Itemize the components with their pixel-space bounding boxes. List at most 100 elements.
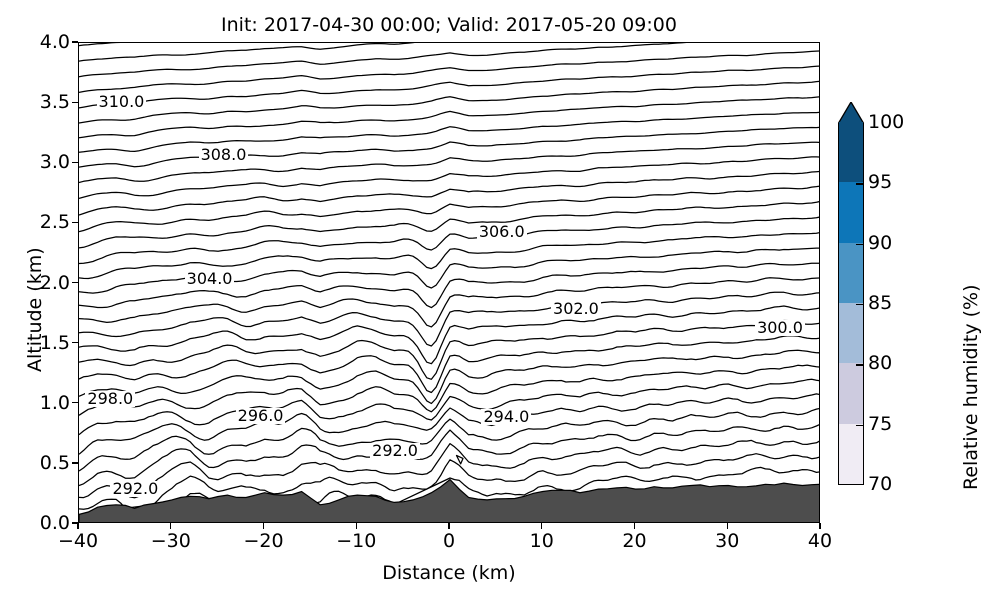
contour-label: 306.0 (476, 221, 527, 241)
colorbar-band (839, 303, 863, 364)
contour-label: 302.0 (551, 298, 601, 318)
colorbar-tick-mark (856, 243, 864, 245)
x-tick-mark (170, 523, 172, 529)
x-tick-label: −40 (57, 530, 99, 552)
x-tick-mark (819, 523, 821, 529)
contour-line (79, 424, 819, 487)
contour-line (79, 378, 819, 436)
contour-label: 292.0 (370, 440, 420, 460)
x-tick-mark (262, 523, 265, 529)
x-tick-mark (77, 523, 79, 529)
y-tick-mark (72, 221, 78, 224)
contour-line (79, 156, 819, 200)
contour-line (79, 305, 819, 365)
x-tick-label: 30 (715, 530, 740, 552)
y-tick-mark (72, 281, 78, 284)
contour-label: 292.0 (110, 479, 161, 499)
y-tick-mark (72, 462, 78, 464)
x-tick-label: −30 (150, 530, 191, 552)
contour-line (79, 43, 688, 78)
colorbar-tick-mark (856, 364, 864, 366)
contour-label: 308.0 (198, 145, 249, 165)
colorbar-band (839, 363, 863, 424)
colorbar-tick-label: 95 (868, 171, 893, 194)
contour-line (79, 291, 819, 347)
contour-line (79, 141, 819, 184)
y-tick-label: 2.5 (39, 211, 70, 234)
colorbar-tick-label: 85 (868, 292, 893, 314)
terrain-silhouette (79, 478, 819, 522)
x-tick-mark (448, 523, 450, 529)
x-tick-label: −10 (336, 530, 377, 552)
colorbar-tick-mark (856, 304, 864, 306)
contour-line (79, 216, 819, 265)
contour-line (79, 43, 415, 62)
y-tick-mark (72, 342, 78, 344)
contour-line (79, 50, 819, 94)
colorbar-label: Relative humidity (%) (960, 284, 982, 490)
plot-title: Init: 2017-04-30 00:00; Valid: 2017-05-2… (221, 14, 677, 36)
contour-line (79, 335, 819, 394)
contour-line (79, 453, 819, 510)
contour-line (455, 454, 464, 465)
y-tick-mark (72, 402, 78, 404)
contour-line (79, 185, 819, 233)
contour-line (79, 96, 819, 139)
colorbar-band (839, 122, 863, 183)
x-tick-label: 20 (622, 530, 647, 552)
contour-line (79, 43, 122, 47)
contour-label: 310.0 (96, 92, 147, 112)
contour-lines (79, 43, 819, 510)
contour-label: 296.0 (235, 405, 286, 425)
contour-line (79, 262, 819, 309)
x-axis-label: Distance (km) (382, 562, 516, 584)
y-tick-mark (72, 522, 78, 524)
colorbar-tick-label: 90 (868, 231, 893, 254)
contour-label: 294.0 (481, 407, 532, 427)
colorbar-tick-label: 100 (868, 111, 905, 133)
colorbar-tick-mark (856, 183, 864, 185)
x-tick-label: 40 (807, 530, 833, 552)
contour-line (79, 232, 819, 280)
colorbar-tick-mark (856, 424, 864, 426)
y-tick-label: 1.5 (39, 331, 70, 354)
contour-label: 298.0 (85, 389, 136, 409)
colorbar-band (839, 242, 863, 303)
cross-section-plot (79, 43, 819, 522)
colorbar-tick-label: 70 (868, 473, 893, 495)
contour-line (79, 393, 819, 455)
contour-line (79, 408, 819, 472)
y-tick-label: 2.0 (39, 271, 70, 294)
colorbar-tick-label: 80 (868, 352, 893, 375)
x-tick-mark (355, 523, 357, 529)
x-tick-mark (633, 523, 636, 529)
colorbar-band (839, 423, 863, 484)
y-tick-mark (72, 101, 78, 103)
y-tick-label: 3.5 (39, 91, 70, 114)
contour-line (79, 319, 819, 380)
y-tick-label: 0.0 (39, 512, 70, 534)
contour-line (79, 439, 819, 499)
y-tick-label: 3.0 (39, 151, 70, 174)
contour-line (79, 170, 819, 216)
x-tick-label: 0 (442, 530, 456, 552)
y-tick-label: 1.0 (39, 391, 70, 414)
y-tick-label: 0.5 (39, 451, 70, 474)
contour-line (79, 126, 819, 168)
x-tick-mark (726, 523, 728, 529)
contour-line (79, 80, 819, 124)
contour-label: 304.0 (184, 268, 235, 288)
contour-line (79, 201, 819, 249)
x-tick-mark (541, 523, 543, 529)
y-tick-mark (72, 161, 78, 163)
contour-label: 300.0 (755, 318, 805, 338)
colorbar-extend-arrow (838, 102, 864, 124)
contour-line (79, 65, 819, 109)
contour-line (79, 277, 819, 328)
colorbar[interactable]: 70 75 80 85 90 95 100 (838, 102, 904, 494)
y-tick-label: 4.0 (39, 31, 70, 53)
colorbar-tick-label: 75 (868, 412, 893, 435)
x-tick-label: −20 (243, 530, 284, 552)
contour-line (79, 364, 819, 416)
